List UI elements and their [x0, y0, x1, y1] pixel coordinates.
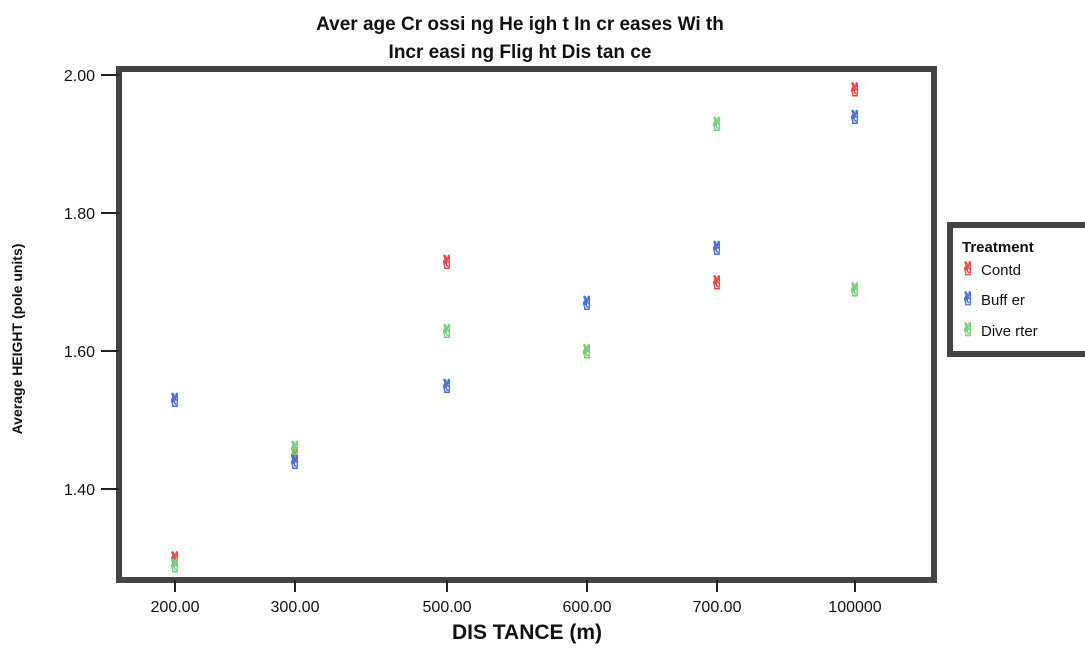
data-point-diverter: ✌︎ — [439, 321, 454, 342]
legend-frame — [947, 222, 1085, 357]
legend-marker-icon: ✌︎ — [960, 289, 975, 310]
data-point-diverter: ✌︎ — [287, 439, 302, 460]
data-point-contd: ✌︎ — [287, 446, 302, 467]
y-tick-label: 1.60 — [64, 344, 95, 361]
data-point-buffer: ✌︎ — [167, 390, 182, 411]
data-point-diverter: ✌︎ — [847, 280, 862, 301]
chart-title-line2: Incr easi ng Flig ht Dis tan ce — [389, 42, 652, 63]
data-point-diverter: ✌︎ — [709, 114, 724, 135]
data-point-buffer: ✌︎ — [287, 452, 302, 473]
data-point-buffer: ✌︎ — [439, 377, 454, 398]
data-point-contd: ✌︎ — [709, 273, 724, 294]
y-tick-label: 2.00 — [64, 68, 95, 85]
data-point-contd: ✌︎ — [579, 342, 594, 363]
x-tick-label: 500.00 — [423, 599, 472, 616]
plot-frame — [116, 66, 937, 583]
x-axis: 200.00 300.00 500.00 600.00 700.00 100000 — [151, 580, 882, 616]
y-axis-label: Average HEIGHT (pole units) — [9, 244, 25, 435]
x-tick-label: 200.00 — [151, 599, 200, 616]
chart-title-line1: Aver age Cr ossi ng He igh t In cr eases… — [316, 14, 724, 35]
x-axis-label: DIS TANCE (m) — [452, 621, 602, 644]
legend-marker-icon: ✌︎ — [960, 259, 975, 280]
legend-label: Contd — [981, 262, 1021, 279]
data-point-contd: ✌︎ — [167, 549, 182, 570]
data-point-buffer: ✌︎ — [709, 239, 724, 260]
legend-label: Dive rter — [981, 323, 1038, 340]
x-tick-label: 300.00 — [271, 599, 320, 616]
legend: Treatment ✌︎ Contd ✌︎ Buff er ✌︎ Dive rter — [947, 222, 1085, 357]
legend-label: Buff er — [981, 292, 1025, 309]
y-tick-label: 1.80 — [64, 206, 95, 223]
data-point-buffer: ✌︎ — [579, 294, 594, 315]
x-tick-label: 100000 — [828, 599, 881, 616]
y-tick-label: 1.40 — [64, 482, 95, 499]
data-point-diverter: ✌︎ — [167, 556, 182, 577]
data-points: ✌︎✌︎✌︎✌︎✌︎✌︎✌︎✌︎✌︎✌︎✌︎✌︎✌︎✌︎✌︎✌︎✌︎✌︎ — [167, 79, 863, 577]
legend-title: Treatment — [962, 239, 1034, 256]
legend-marker-icon: ✌︎ — [960, 320, 975, 341]
x-tick-label: 600.00 — [563, 599, 612, 616]
data-point-contd: ✌︎ — [439, 252, 454, 273]
data-point-buffer: ✌︎ — [847, 107, 862, 128]
y-axis: 1.40 1.60 1.80 2.00 — [64, 68, 119, 499]
x-tick-label: 700.00 — [693, 599, 742, 616]
data-point-contd: ✌︎ — [847, 80, 862, 101]
data-point-diverter: ✌︎ — [579, 342, 594, 363]
